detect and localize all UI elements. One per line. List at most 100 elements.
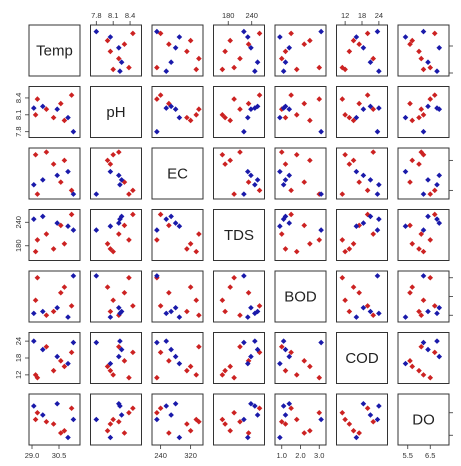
point-ec-vs-tds-3 (256, 187, 263, 194)
point-ph-vs-bod-11 (318, 128, 324, 135)
point-do-vs-ec-8 (168, 412, 174, 418)
point-temp-vs-tds-11 (241, 28, 247, 35)
point-do-vs-bod-1 (282, 421, 289, 427)
point-temp-vs-bod-7 (280, 68, 287, 74)
point-cod-vs-tds-4 (245, 358, 252, 364)
point-temp-vs-ph-9 (116, 45, 122, 51)
point-do-vs-ec-6 (154, 409, 160, 416)
point-tds-vs-temp-11 (70, 227, 77, 233)
point-ph-vs-ec-1 (184, 114, 190, 121)
point-ph-vs-temp-8 (40, 103, 46, 110)
point-ph-vs-ec-8 (168, 103, 174, 110)
panel-bod-vs-bod (274, 270, 327, 323)
point-temp-vs-ph-11 (93, 28, 100, 35)
point-bod-vs-ec-11 (154, 273, 160, 279)
point-bod-vs-temp-10 (65, 314, 71, 320)
point-ph-vs-cod-7 (376, 105, 382, 111)
point-ph-vs-do-2 (409, 117, 416, 124)
point-temp-vs-ph-7 (117, 68, 123, 74)
point-bod-vs-do-0 (420, 297, 427, 304)
point-temp-vs-do-7 (434, 68, 440, 74)
left-tick-label-cod-1: 18 (14, 354, 23, 362)
point-bod-vs-temp-3 (68, 303, 75, 309)
point-cod-vs-ph-3 (130, 349, 136, 356)
point-tds-vs-temp-6 (34, 237, 41, 243)
point-ph-vs-temp-9 (54, 106, 60, 112)
point-temp-vs-bod-11 (318, 28, 324, 35)
point-cod-vs-do-0 (420, 372, 427, 378)
point-cod-vs-bod-11 (318, 339, 324, 346)
point-bod-vs-ec-0 (193, 297, 200, 304)
point-tds-vs-do-3 (431, 211, 438, 218)
point-tds-vs-temp-5 (43, 231, 50, 237)
point-bod-vs-temp-0 (32, 297, 39, 304)
top-tick-label-cod-1: 18 (358, 11, 366, 20)
point-tds-vs-bod-10 (277, 223, 283, 229)
point-ec-vs-tds-7 (252, 181, 258, 188)
point-bod-vs-ec-2 (187, 284, 194, 290)
point-ec-vs-ph-1 (107, 161, 114, 167)
point-ec-vs-temp-11 (70, 191, 77, 197)
point-tds-vs-temp-7 (31, 216, 37, 222)
point-ec-vs-ph-0 (110, 151, 116, 158)
point-ph-vs-ec-0 (193, 112, 200, 118)
point-cod-vs-bod-3 (288, 349, 294, 356)
diag-label-cod: COD (345, 350, 379, 367)
point-temp-vs-bod-0 (293, 66, 300, 73)
point-ph-vs-cod-8 (367, 103, 374, 110)
point-tds-vs-cod-0 (342, 248, 348, 255)
point-ec-vs-temp-10 (65, 168, 71, 175)
point-bod-vs-tds-2 (227, 284, 233, 290)
point-do-vs-ph-6 (126, 409, 132, 416)
point-ph-vs-bod-4 (301, 100, 308, 107)
point-cod-vs-temp-3 (68, 349, 75, 356)
point-temp-vs-ph-2 (104, 37, 111, 44)
point-ph-vs-bod-6 (316, 96, 323, 102)
point-ec-vs-cod-10 (353, 168, 360, 175)
point-ec-vs-ph-8 (118, 177, 125, 183)
diag-label-ph: pH (106, 104, 125, 121)
point-tds-vs-ph-10 (107, 223, 114, 229)
point-ph-vs-do-1 (416, 114, 422, 121)
point-cod-vs-bod-5 (278, 343, 285, 350)
point-do-vs-cod-11 (374, 416, 381, 423)
point-cod-vs-bod-10 (277, 360, 283, 367)
point-tds-vs-cod-11 (374, 227, 381, 233)
point-bod-vs-ph-3 (130, 303, 136, 309)
point-do-vs-bod-5 (278, 418, 285, 425)
point-temp-vs-bod-1 (282, 48, 289, 55)
point-ph-vs-tds-4 (245, 100, 252, 107)
point-ec-vs-temp-1 (50, 161, 57, 167)
point-ec-vs-cod-4 (356, 179, 362, 185)
point-temp-vs-do-4 (407, 41, 413, 47)
point-bod-vs-ec-7 (163, 310, 170, 317)
left-tick-label-ph-0: 7.8 (14, 126, 23, 136)
point-temp-vs-ec-5 (196, 55, 202, 62)
point-temp-vs-do-8 (425, 59, 431, 65)
point-ph-vs-tds-6 (231, 96, 237, 102)
panel-bod-vs-ec (151, 270, 204, 323)
diag-label-temp: Temp (36, 43, 73, 60)
point-temp-vs-tds-2 (227, 37, 233, 44)
point-ph-vs-tds-5 (237, 106, 243, 112)
point-bod-vs-temp-8 (40, 308, 46, 315)
point-ph-vs-ec-3 (157, 92, 164, 98)
point-ph-vs-cod-9 (360, 106, 367, 112)
point-ph-vs-do-5 (418, 106, 425, 112)
point-tds-vs-bod-5 (278, 231, 285, 237)
point-temp-vs-ec-10 (176, 34, 183, 40)
point-do-vs-ph-2 (104, 427, 111, 434)
point-do-vs-tds-9 (248, 400, 254, 407)
point-ph-vs-do-8 (425, 103, 431, 110)
point-cod-vs-ph-4 (121, 358, 128, 364)
point-temp-vs-bod-4 (301, 41, 308, 47)
point-do-vs-ph-9 (116, 400, 122, 407)
point-temp-vs-cod-6 (339, 64, 346, 71)
top-tick-label-cod-0: 12 (341, 11, 349, 20)
point-do-vs-temp-0 (32, 416, 39, 423)
point-ec-vs-cod-3 (364, 187, 371, 194)
points-layer (31, 28, 443, 441)
point-ph-vs-do-10 (402, 114, 409, 121)
point-cod-vs-bod-0 (293, 372, 300, 378)
point-tds-vs-cod-1 (346, 246, 353, 252)
